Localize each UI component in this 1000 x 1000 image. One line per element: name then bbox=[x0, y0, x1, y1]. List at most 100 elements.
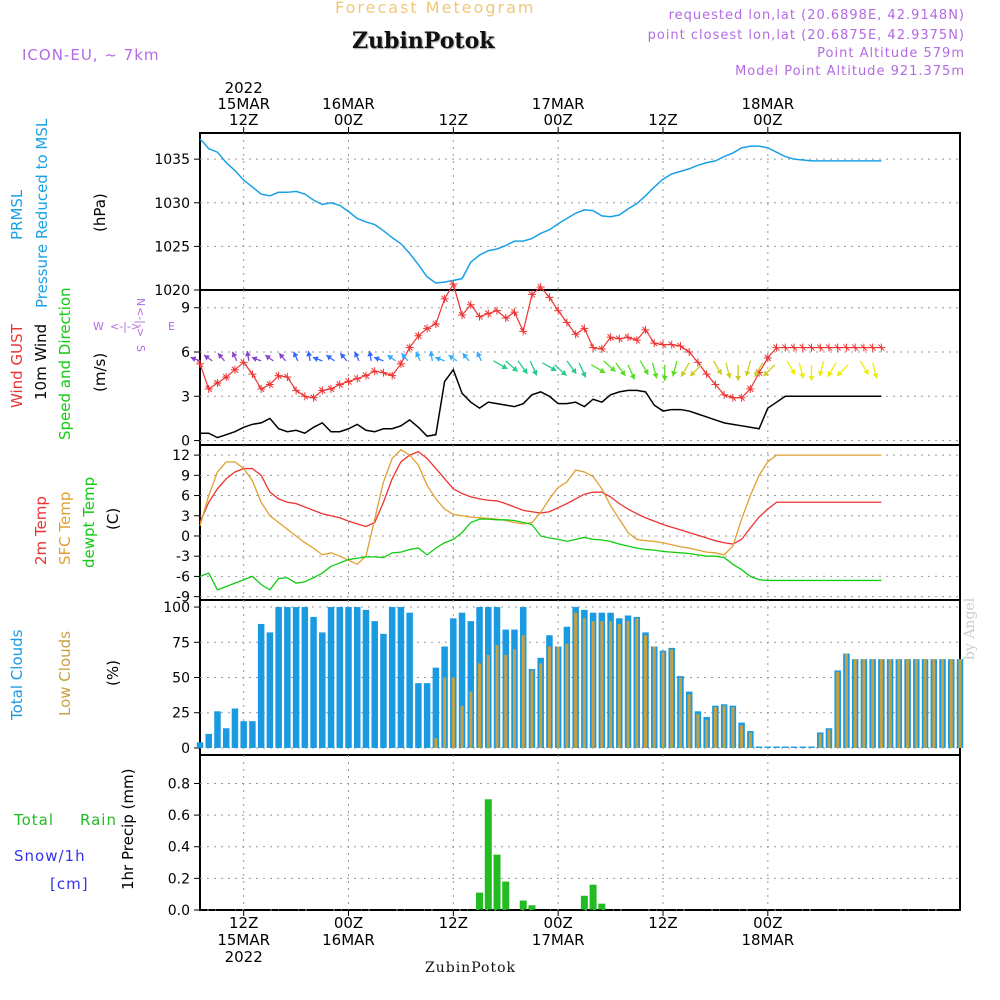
compass-e: E bbox=[168, 320, 175, 333]
wind-direction-arrow bbox=[373, 356, 384, 362]
wind-gust-marker-d bbox=[205, 385, 213, 393]
wind-gust-marker-d bbox=[878, 344, 885, 351]
wind-gust-marker bbox=[851, 343, 860, 352]
precipitation-ytick-label: 0.2 bbox=[168, 871, 190, 887]
wind-gust-marker-d bbox=[493, 307, 501, 315]
wind-direction-arrow bbox=[325, 354, 335, 362]
wind-gust-marker bbox=[824, 343, 833, 352]
wind-direction-arrow bbox=[278, 352, 287, 362]
wind-direction-arrow bbox=[735, 364, 742, 381]
wind-gust-marker-d bbox=[615, 335, 623, 343]
low-cloud-bar bbox=[862, 659, 866, 748]
wind-gust-marker bbox=[353, 374, 362, 383]
wind-arrow-head bbox=[550, 365, 557, 371]
top-time-label: 17MAR bbox=[532, 95, 585, 113]
wind-gust-marker bbox=[571, 330, 580, 339]
wind-direction-arrow bbox=[554, 364, 567, 377]
low-cloud-bar bbox=[906, 659, 910, 748]
wind-gust-marker bbox=[379, 368, 388, 377]
wind-arrow-head bbox=[265, 355, 272, 361]
wind-gust-label: Wind GUST bbox=[8, 323, 26, 408]
pressure-label-msl: Pressure Reduced to MSL bbox=[33, 118, 51, 308]
wind-gust-marker-d bbox=[406, 344, 414, 351]
precipitation-ytick-label: 0.0 bbox=[168, 903, 190, 919]
low-cloud-bar bbox=[879, 659, 883, 748]
wind-direction-arrow bbox=[754, 362, 764, 378]
precip-rain-label: Rain bbox=[80, 811, 117, 829]
wind-gust-marker bbox=[519, 327, 528, 336]
wind-direction-arrow bbox=[203, 354, 213, 362]
low-cloud-bar bbox=[591, 621, 595, 748]
clouds-low-label: Low Clouds bbox=[56, 631, 74, 716]
bottom-time-label: 15MAR bbox=[217, 931, 270, 949]
bottom-time-label: 12Z bbox=[439, 914, 468, 932]
total-cloud-bar bbox=[362, 609, 370, 748]
bottom-time-label: 12Z bbox=[648, 914, 677, 932]
wind-direction-arrow bbox=[517, 360, 528, 375]
wind-gust-marker-d bbox=[222, 373, 230, 381]
temp-dewpt-label: dewpt Temp bbox=[80, 477, 98, 568]
temp-sfc-label: SFC Temp bbox=[56, 492, 74, 565]
low-cloud-bar bbox=[949, 659, 953, 748]
temperature-ytick-label: -6 bbox=[176, 569, 190, 585]
wind-arrow-head bbox=[560, 369, 567, 376]
total-cloud-bar bbox=[275, 607, 282, 748]
wind-gust-marker bbox=[222, 373, 231, 382]
wind-direction-arrow bbox=[817, 360, 825, 377]
low-cloud-bar bbox=[478, 663, 482, 748]
wind-arrow-head bbox=[725, 372, 732, 379]
wind-arrow-head bbox=[251, 356, 258, 362]
total-cloud-bar bbox=[773, 746, 780, 748]
low-cloud-bar bbox=[740, 725, 744, 748]
wind-gust-marker bbox=[632, 336, 641, 345]
precip-bar bbox=[598, 903, 606, 910]
wind-gust-marker-d bbox=[860, 344, 868, 351]
wind-direction-arrow bbox=[827, 362, 837, 378]
wind-direction-arrow bbox=[661, 364, 668, 381]
wind-gust-marker bbox=[545, 293, 554, 302]
low-cloud-bar bbox=[722, 705, 726, 748]
low-cloud-bar bbox=[451, 677, 455, 748]
precip-bar bbox=[580, 895, 588, 910]
wind-gust-marker-d bbox=[214, 379, 221, 387]
wind-direction-arrow bbox=[367, 350, 374, 361]
wind-gust-marker bbox=[877, 343, 886, 352]
pressure-line bbox=[199, 138, 882, 284]
temperature-ytick-label: 0 bbox=[181, 529, 190, 545]
low-cloud-bar bbox=[932, 659, 936, 748]
wind-gust-marker-d bbox=[257, 385, 265, 393]
wind-direction-arrow bbox=[763, 364, 776, 377]
wind-gust-marker-d bbox=[685, 348, 693, 356]
pressure-ytick-label: 1025 bbox=[154, 239, 190, 255]
wind-gust-marker-d bbox=[476, 313, 483, 320]
total-cloud-bar bbox=[808, 746, 815, 748]
wind-gust-marker bbox=[396, 359, 405, 368]
wind-gust-marker-d bbox=[327, 385, 335, 393]
wind-speed-line bbox=[200, 368, 882, 439]
wind-arrow-head bbox=[671, 370, 678, 377]
wind-direction-arrow bbox=[476, 351, 482, 362]
temperature-ytick-label: 9 bbox=[181, 468, 190, 484]
wind-direction-arrow bbox=[312, 356, 323, 362]
wind-direction-arrow bbox=[639, 360, 649, 376]
total-cloud-bar bbox=[782, 746, 789, 748]
wind-gust-marker-d bbox=[677, 342, 684, 350]
wind-gust-marker bbox=[493, 306, 502, 315]
low-cloud-bar bbox=[748, 732, 752, 748]
wind-direction-arrow bbox=[872, 362, 879, 379]
wind-gust-marker-d bbox=[581, 325, 588, 332]
top-time-label: 18MAR bbox=[741, 95, 794, 113]
wind-direction-arrow bbox=[462, 352, 470, 362]
wind-gust-marker bbox=[283, 373, 292, 382]
wind-gust-marker bbox=[466, 300, 475, 309]
wind-gust-marker-d bbox=[388, 372, 396, 379]
wind-direction-arrow bbox=[339, 352, 348, 362]
compass-n: N bbox=[134, 298, 147, 306]
wind-arrow-head bbox=[415, 351, 421, 358]
top-time-label: 00Z bbox=[753, 111, 782, 129]
wind-direction-arrow bbox=[434, 356, 445, 362]
low-cloud-bar bbox=[574, 612, 578, 748]
bottom-time-label: 2022 bbox=[225, 948, 263, 966]
pressure-ytick-label: 1030 bbox=[154, 196, 190, 212]
total-cloud-bar bbox=[397, 607, 405, 748]
